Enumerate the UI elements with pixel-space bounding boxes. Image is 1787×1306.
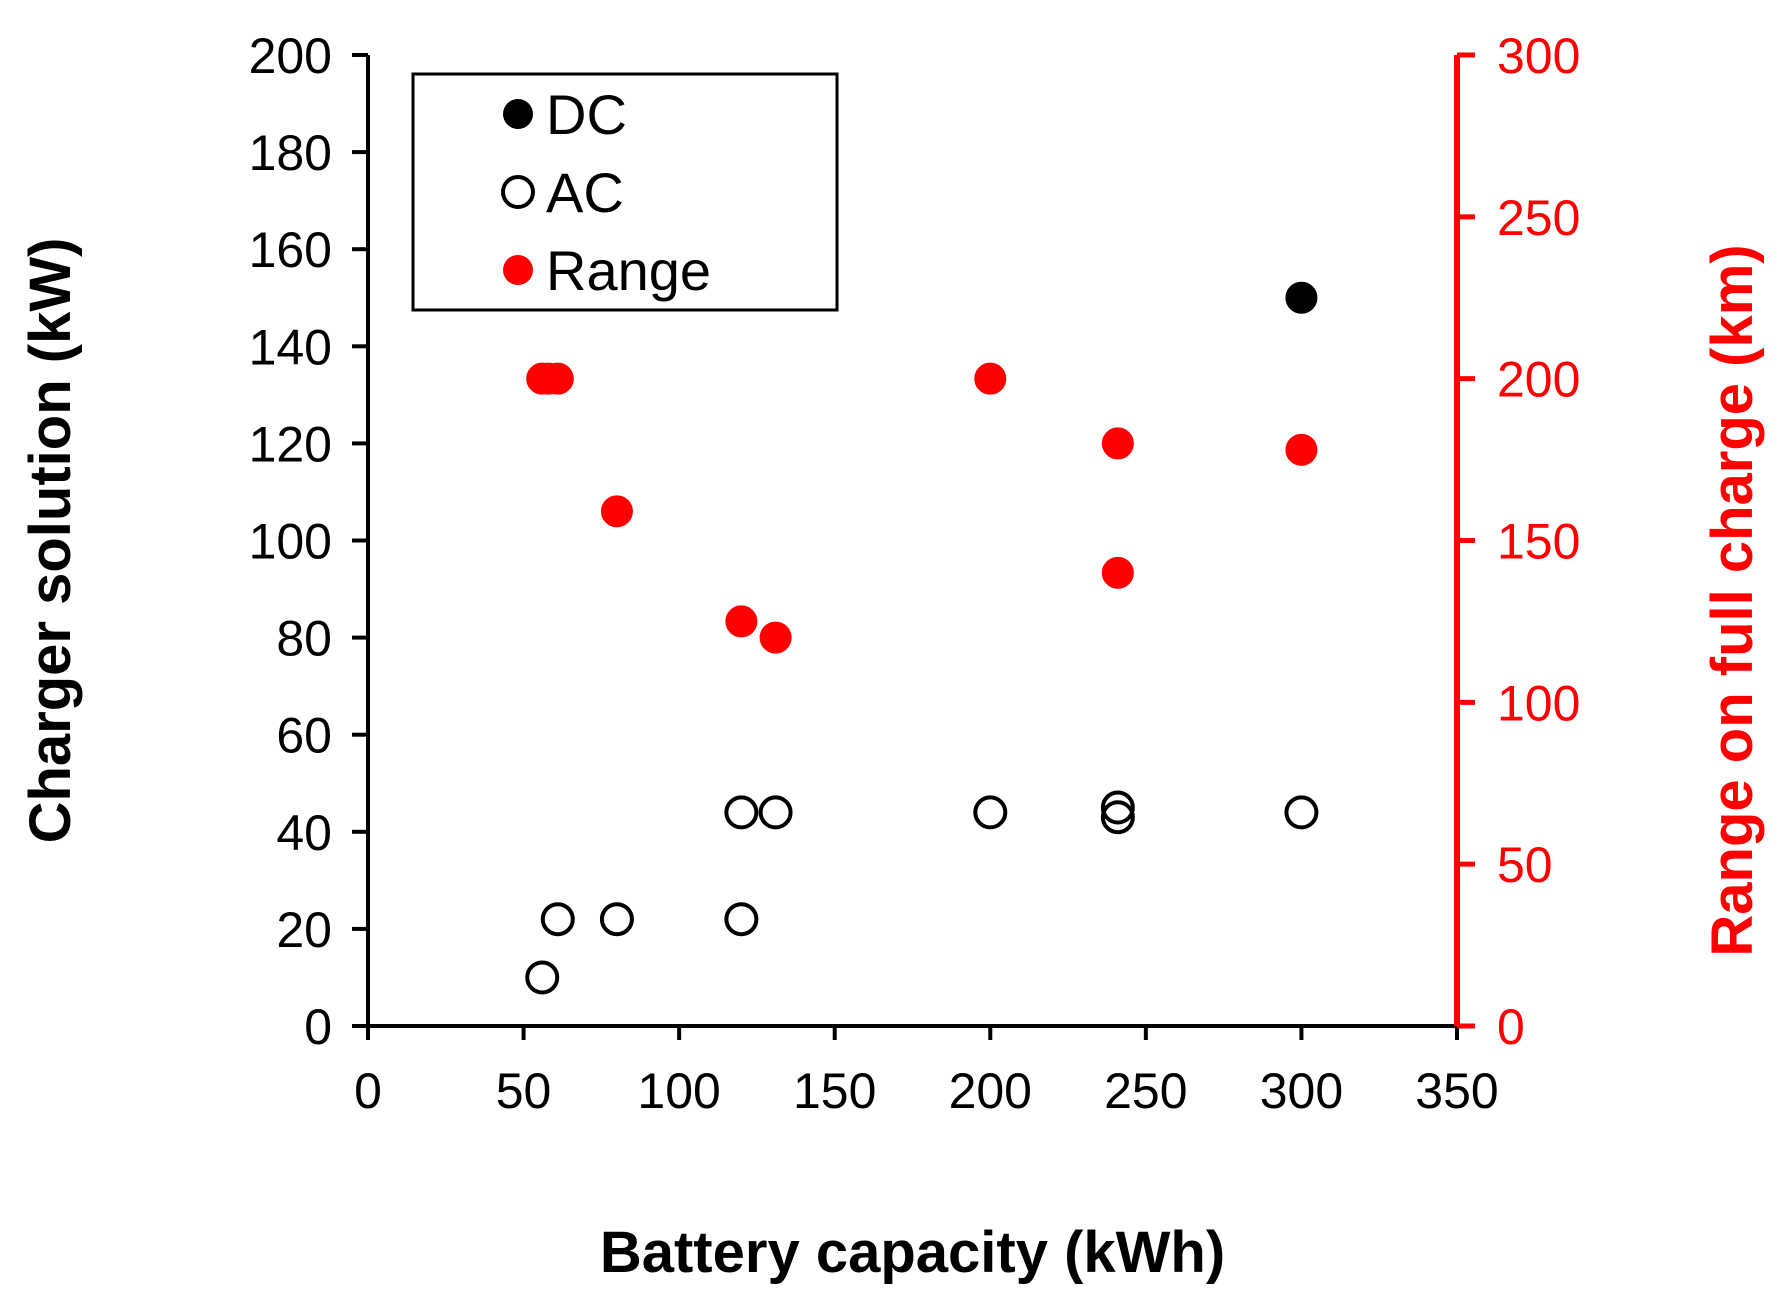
point-ac bbox=[758, 795, 793, 830]
y-tick-label: 0 bbox=[304, 999, 332, 1055]
legend-marker-range bbox=[503, 255, 533, 285]
y-tick-label: 80 bbox=[276, 611, 332, 667]
point-range bbox=[1285, 433, 1318, 466]
point-range bbox=[725, 605, 758, 638]
point-ac bbox=[724, 902, 759, 937]
y2-tick-label: 150 bbox=[1497, 514, 1580, 570]
y-tick-label: 40 bbox=[276, 805, 332, 861]
point-range bbox=[974, 362, 1007, 395]
y-tick-label: 160 bbox=[249, 222, 332, 278]
y-tick-label: 140 bbox=[249, 319, 332, 375]
x-axis-title: Battery capacity (kWh) bbox=[600, 1220, 1225, 1285]
point-ac bbox=[1284, 795, 1319, 830]
x-tick-label: 250 bbox=[1104, 1063, 1187, 1119]
x-tick-label: 150 bbox=[793, 1063, 876, 1119]
point-ac bbox=[540, 902, 575, 937]
y-tick-label: 60 bbox=[276, 708, 332, 764]
y-tick-label: 100 bbox=[249, 514, 332, 570]
point-range bbox=[1101, 427, 1134, 460]
y-tick-label: 20 bbox=[276, 902, 332, 958]
y-tick-label: 120 bbox=[249, 416, 332, 472]
legend-label-dc: DC bbox=[546, 83, 627, 146]
y-axis-right: 0 50 100 150 200 250 300 bbox=[1457, 28, 1580, 1055]
data-points bbox=[525, 281, 1319, 995]
y-tick-label: 200 bbox=[249, 28, 332, 84]
x-axis: 0 50 100 150 200 250 300 350 bbox=[354, 1026, 1499, 1119]
y2-tick-label: 250 bbox=[1497, 190, 1580, 246]
y-axis-left: 0 20 40 60 80 100 120 140 160 180 200 bbox=[249, 28, 368, 1055]
legend-marker-ac bbox=[501, 175, 535, 209]
legend-label-ac: AC bbox=[546, 161, 624, 224]
legend-box bbox=[411, 72, 839, 312]
point-ac bbox=[973, 795, 1008, 830]
x-tick-label: 350 bbox=[1415, 1063, 1498, 1119]
y-tick-label: 180 bbox=[249, 125, 332, 181]
legend: DC AC Range bbox=[411, 72, 839, 312]
point-ac bbox=[525, 960, 560, 995]
y2-tick-label: 0 bbox=[1497, 999, 1525, 1055]
x-tick-label: 100 bbox=[637, 1063, 720, 1119]
y-axis-right-title: Range on full charge (km) bbox=[1700, 244, 1765, 956]
point-range bbox=[1101, 556, 1134, 589]
x-tick-label: 50 bbox=[496, 1063, 552, 1119]
y2-tick-label: 200 bbox=[1497, 352, 1580, 408]
x-tick-label: 0 bbox=[354, 1063, 382, 1119]
point-dc bbox=[1285, 281, 1318, 314]
point-ac bbox=[599, 902, 634, 937]
point-range bbox=[541, 362, 574, 395]
point-ac bbox=[1100, 800, 1135, 835]
point-range bbox=[600, 495, 633, 528]
y2-tick-label: 300 bbox=[1497, 28, 1580, 84]
legend-marker-dc bbox=[503, 99, 533, 129]
point-ac bbox=[1100, 790, 1135, 825]
point-range bbox=[759, 621, 792, 654]
y2-tick-label: 100 bbox=[1497, 675, 1580, 731]
x-tick-label: 200 bbox=[949, 1063, 1032, 1119]
legend-label-range: Range bbox=[546, 239, 711, 302]
point-ac bbox=[724, 795, 759, 830]
x-tick-label: 300 bbox=[1260, 1063, 1343, 1119]
y-axis-left-title: Charger solution (kW) bbox=[18, 238, 83, 844]
y2-tick-label: 50 bbox=[1497, 837, 1553, 893]
